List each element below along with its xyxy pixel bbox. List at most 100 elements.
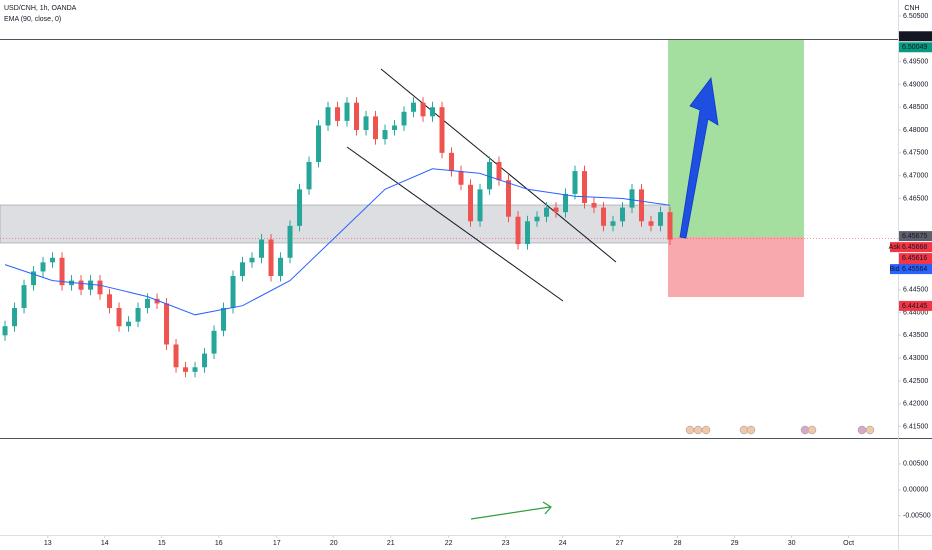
x-tick-label: Oct — [843, 540, 854, 547]
candle-body — [202, 353, 208, 368]
price-label: 6.45668 — [902, 244, 927, 251]
candle-body — [525, 221, 531, 245]
candle-body — [506, 180, 512, 217]
candle-body — [154, 298, 160, 304]
x-tick-label: 15 — [158, 540, 166, 547]
candle-body — [572, 171, 578, 194]
price-label-box — [899, 42, 932, 53]
candle-body — [2, 326, 8, 336]
x-tick-label: 16 — [215, 540, 223, 547]
candle-body — [515, 216, 521, 245]
price-tag: Bid — [889, 266, 899, 273]
candle-body — [420, 102, 426, 117]
price-label: 6.50049 — [902, 44, 927, 51]
candle-body — [382, 130, 388, 140]
candle-body — [354, 102, 360, 131]
candle-body — [97, 280, 103, 295]
candle-body — [610, 221, 616, 226]
candle-body — [287, 225, 293, 258]
price-label: 6.50055 — [902, 33, 927, 40]
y-tick-label: 6.42000 — [903, 401, 928, 408]
y-tick-label: 6.43000 — [903, 355, 928, 362]
candle-body — [363, 116, 369, 131]
candle-body — [145, 298, 151, 308]
candle-body — [240, 262, 246, 277]
y-tick-label: 6.47000 — [903, 173, 928, 180]
candle-body — [487, 161, 493, 190]
x-tick-label: 17 — [273, 540, 281, 547]
candle-body — [401, 111, 407, 126]
candle-body — [658, 212, 664, 226]
candle-body — [12, 307, 18, 327]
candle-body — [667, 212, 673, 240]
y-tick-label: 6.46500 — [903, 195, 928, 202]
candle-body — [126, 321, 132, 327]
arrow — [470, 506, 551, 520]
price-label: 6.45675 — [902, 233, 927, 240]
y-tick-label: 6.48000 — [903, 127, 928, 134]
y-tick-label: 6.49000 — [903, 81, 928, 88]
y2-tick-label: 0.00500 — [903, 461, 928, 468]
candle-body — [648, 221, 654, 226]
candle-body — [116, 307, 122, 327]
chart-title: USD/CNH, 1h, OANDA — [4, 5, 77, 12]
candle-body — [582, 171, 588, 204]
y-tick-label: 6.44000 — [903, 309, 928, 316]
candle-body — [392, 125, 398, 131]
candle-body — [221, 307, 227, 331]
candle-body — [439, 107, 445, 153]
price-label-box — [899, 300, 932, 311]
candle-body — [449, 152, 455, 172]
candle-body — [306, 161, 312, 190]
indicator-label: EMA (90, close, 0) — [4, 16, 61, 23]
candle-body — [477, 189, 483, 222]
candle-body — [297, 189, 303, 226]
candle-body — [373, 116, 379, 140]
candle-body — [211, 330, 217, 354]
candle-body — [78, 280, 84, 290]
candle-body — [430, 107, 436, 117]
y-tick-label: 6.49500 — [903, 58, 928, 65]
x-tick-label: 13 — [44, 540, 52, 547]
candle-body — [458, 171, 464, 185]
y-tick-label: 6.47500 — [903, 150, 928, 157]
candle-body — [50, 257, 56, 263]
candle-body — [31, 271, 37, 286]
y-tick-label: 6.44500 — [903, 287, 928, 294]
price-label: 6.45616 — [902, 255, 927, 262]
price-label-box — [899, 242, 932, 253]
candle-body — [173, 344, 179, 368]
candle-body — [268, 239, 274, 277]
trend-line — [346, 146, 564, 302]
x-tick-label: 29 — [731, 540, 739, 547]
candle-body — [344, 102, 350, 121]
y-tick-label: 6.41500 — [903, 423, 928, 430]
candle-body — [639, 189, 645, 222]
plot — [2, 97, 673, 378]
candle-body — [259, 239, 265, 258]
candle-body — [496, 161, 502, 181]
x-tick-label: 23 — [502, 540, 510, 547]
arrow-head — [542, 501, 552, 515]
candle-body — [468, 184, 474, 222]
candle-body — [164, 303, 170, 345]
candle-body — [183, 367, 189, 372]
price-label-box — [899, 231, 932, 242]
x-tick-label: 24 — [559, 540, 567, 547]
candle-body — [620, 207, 626, 222]
y2-tick-label: 0.00000 — [903, 487, 928, 494]
arrow — [679, 76, 719, 239]
candle-body — [59, 257, 65, 286]
candle-body — [107, 294, 113, 308]
currency-label: CNH — [904, 5, 919, 12]
candle-body — [21, 285, 27, 308]
ema-line — [4, 168, 671, 316]
price-tag-box — [890, 264, 899, 275]
price-label-box — [899, 264, 932, 275]
x-tick-label: 27 — [616, 540, 624, 547]
event-icons — [685, 425, 875, 435]
candle-body — [553, 207, 559, 213]
price-label-box — [899, 31, 932, 42]
x-tick-label: 20 — [330, 540, 338, 547]
x-tick-label: 21 — [387, 540, 395, 547]
